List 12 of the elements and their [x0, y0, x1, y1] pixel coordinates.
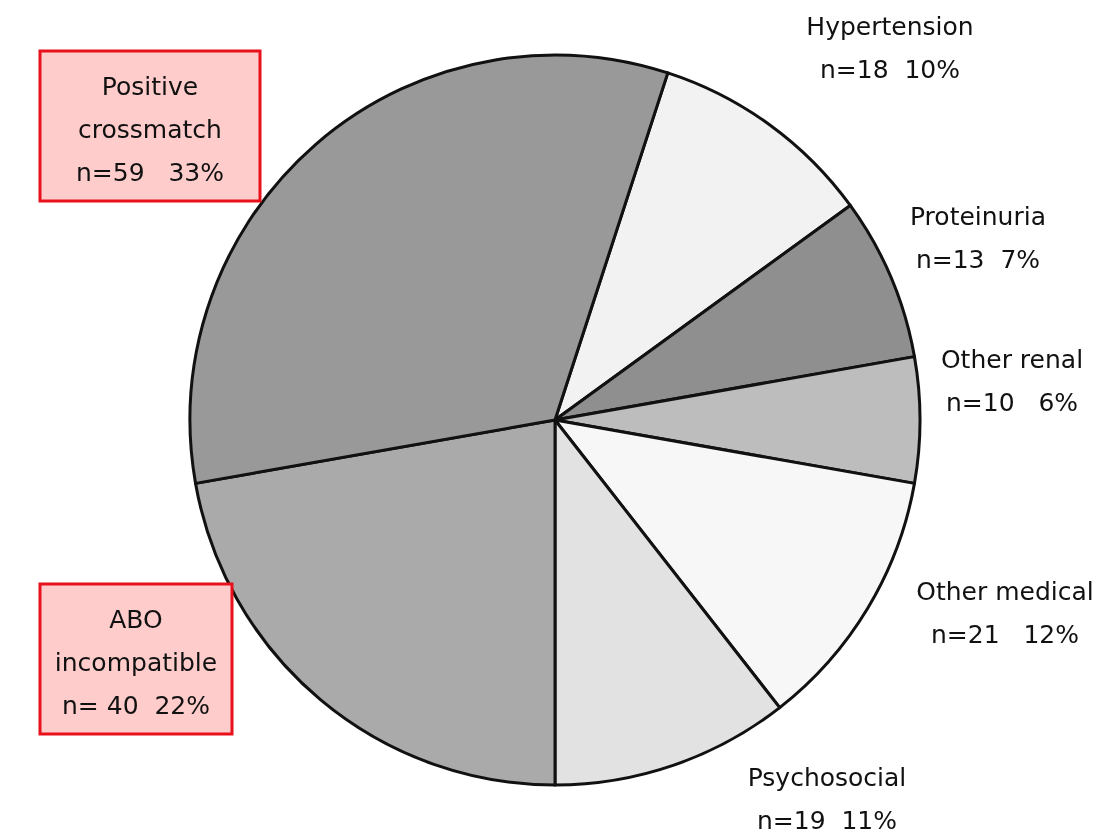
slice-label: Proteinuria — [909, 202, 1047, 231]
data-label: n=13 7% — [915, 245, 1041, 274]
slice-label: Hypertension — [806, 12, 974, 41]
data-label: n=19 11% — [756, 806, 898, 835]
data-label: n= 40 22% — [61, 691, 211, 720]
data-label: n=59 33% — [75, 158, 225, 187]
data-label: n=18 10% — [819, 55, 961, 84]
slice-label: Other renal — [940, 345, 1084, 374]
data-label: n=21 12% — [930, 620, 1080, 649]
slice-label: Other medical — [916, 577, 1094, 606]
data-label: n=10 6% — [945, 388, 1079, 417]
slice-label: Psychosocial — [747, 763, 907, 792]
